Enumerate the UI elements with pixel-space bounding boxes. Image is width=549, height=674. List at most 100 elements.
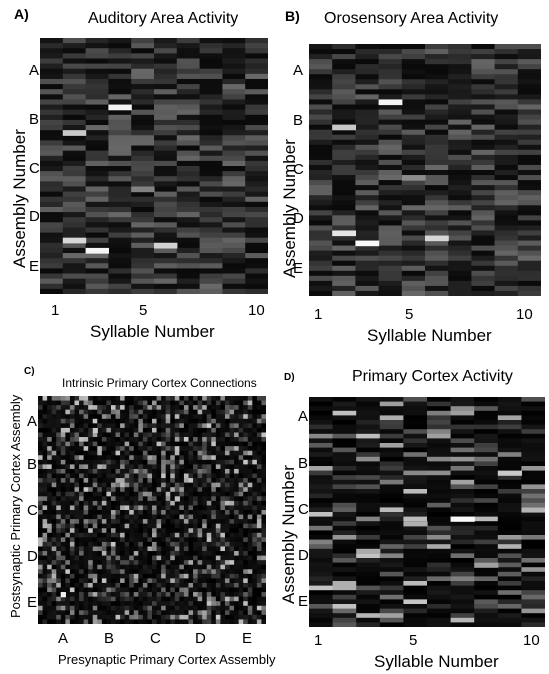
- heatmap-cell: [154, 58, 178, 65]
- heatmap-cell: [147, 432, 153, 438]
- heatmap-cell: [69, 405, 76, 411]
- heatmap-cell: [234, 592, 240, 598]
- heatmap-cell: [74, 560, 80, 566]
- heatmap-cell: [152, 596, 158, 602]
- heatmap-cell: [92, 592, 98, 598]
- panel-d-ytick: A: [298, 408, 309, 425]
- heatmap-cell: [378, 195, 403, 201]
- heatmap-cell: [179, 596, 185, 602]
- heatmap-cell: [69, 605, 76, 611]
- heatmap-cell: [193, 514, 199, 520]
- heatmap-cell: [124, 564, 130, 570]
- heatmap-cell: [517, 200, 541, 206]
- heatmap-cell: [152, 523, 158, 529]
- heatmap-cell: [40, 48, 64, 54]
- heatmap-cell: [224, 396, 231, 402]
- heatmap-cell: [427, 548, 452, 554]
- heatmap-cell: [60, 464, 66, 470]
- heatmap-cell: [120, 578, 126, 584]
- heatmap-cell: [65, 418, 71, 424]
- heatmap-cell: [74, 432, 80, 438]
- heatmap-highlight-cell: [332, 124, 356, 131]
- heatmap-cell: [256, 441, 263, 447]
- heatmap-cell: [245, 196, 268, 203]
- heatmap-cell: [474, 553, 499, 559]
- heatmap-cell: [220, 614, 226, 621]
- heatmap-cell: [115, 514, 121, 520]
- heatmap-cell: [450, 475, 475, 481]
- heatmap-cell: [156, 592, 162, 598]
- heatmap-cell: [170, 573, 176, 579]
- heatmap-cell: [115, 437, 121, 443]
- heatmap-cell: [245, 73, 268, 80]
- heatmap-cell: [193, 464, 199, 470]
- heatmap-cell: [309, 433, 334, 439]
- heatmap-cell: [193, 414, 199, 420]
- heatmap-cell: [106, 614, 112, 621]
- heatmap-cell: [494, 190, 519, 196]
- heatmap-cell: [197, 578, 203, 584]
- heatmap-cell: [517, 149, 541, 156]
- heatmap-cell: [379, 535, 404, 541]
- heatmap-cell: [202, 546, 208, 552]
- heatmap-cell: [174, 437, 180, 443]
- heatmap-cell: [332, 104, 356, 111]
- heatmap-cell: [309, 438, 334, 444]
- heatmap-cell: [224, 587, 231, 593]
- heatmap-cell: [401, 44, 426, 50]
- heatmap-cell: [401, 84, 426, 90]
- heatmap-cell: [252, 587, 258, 593]
- heatmap-cell: [42, 473, 48, 479]
- panel-c-title: Intrinsic Primary Cortex Connections: [62, 376, 257, 390]
- heatmap-cell: [245, 145, 268, 152]
- heatmap-cell: [401, 185, 426, 191]
- heatmap-cell: [101, 564, 107, 570]
- heatmap-cell: [131, 237, 155, 244]
- heatmap-cell: [427, 502, 452, 508]
- heatmap-cell: [403, 433, 428, 439]
- heatmap-cell: [101, 523, 107, 529]
- heatmap-cell: [101, 614, 107, 621]
- heatmap-cell: [229, 614, 235, 621]
- heatmap-cell: [379, 539, 404, 545]
- heatmap-cell: [88, 610, 94, 616]
- heatmap-cell: [188, 396, 194, 402]
- panel-c-ytick: D: [27, 548, 38, 565]
- heatmap-cell: [120, 437, 126, 443]
- heatmap-cell: [83, 500, 89, 507]
- heatmap-highlight-cell: [474, 562, 499, 568]
- heatmap-cell: [65, 396, 71, 402]
- heatmap-cell: [83, 546, 89, 552]
- heatmap-cell: [83, 514, 89, 520]
- heatmap-cell: [471, 210, 496, 216]
- heatmap-cell: [211, 491, 217, 497]
- heatmap-cell: [245, 186, 268, 193]
- heatmap-cell: [222, 48, 246, 54]
- heatmap-cell: [120, 619, 126, 624]
- heatmap-cell: [193, 396, 199, 402]
- heatmap-cell: [199, 247, 223, 254]
- heatmap-cell: [83, 573, 89, 579]
- heatmap-cell: [256, 396, 263, 402]
- heatmap-cell: [133, 614, 139, 621]
- heatmap-cell: [165, 510, 171, 516]
- heatmap-cell: [494, 129, 519, 136]
- heatmap-cell: [154, 63, 178, 70]
- heatmap-cell: [129, 468, 135, 475]
- heatmap-cell: [152, 446, 158, 452]
- heatmap-cell: [450, 567, 475, 573]
- heatmap-cell: [379, 622, 404, 627]
- heatmap-cell: [124, 396, 130, 402]
- heatmap-cell: [47, 578, 53, 584]
- heatmap-cell: [261, 519, 266, 525]
- heatmap-cell: [60, 496, 66, 502]
- heatmap-cell: [309, 410, 334, 416]
- heatmap-cell: [494, 89, 519, 95]
- heatmap-cell: [261, 578, 266, 584]
- heatmap-cell: [69, 409, 76, 415]
- heatmap-cell: [309, 265, 333, 272]
- heatmap-cell: [88, 423, 94, 429]
- heatmap-cell: [183, 537, 190, 543]
- heatmap-cell: [108, 94, 132, 101]
- heatmap-cell: [179, 459, 185, 465]
